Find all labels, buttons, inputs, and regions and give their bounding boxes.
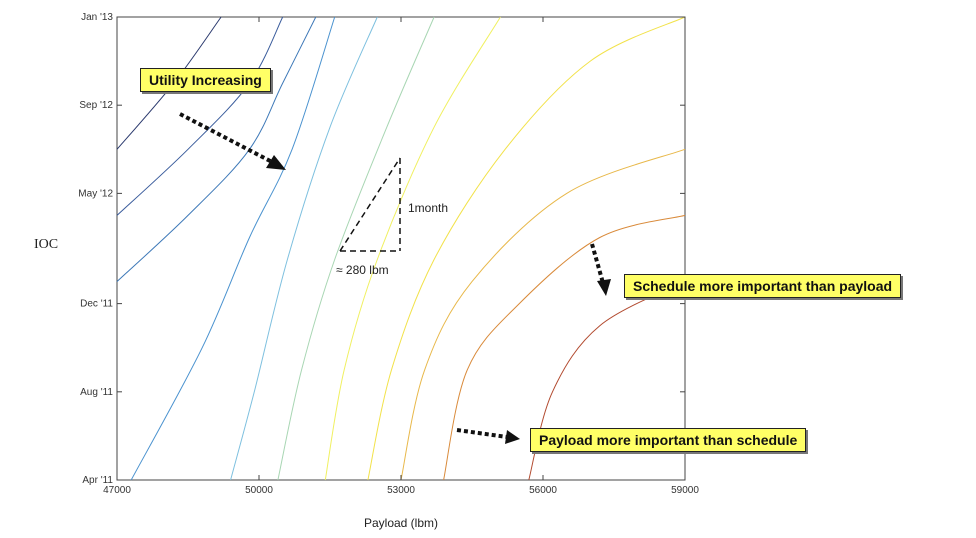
- schedule-arrow: [590, 243, 611, 296]
- payload-arrow: [456, 428, 520, 444]
- y-tick-label: May '12: [78, 188, 113, 199]
- x-axis: 47000 50000 53000 56000 59000: [103, 17, 699, 496]
- contour-line-7: [324, 16, 501, 481]
- x-tick-label: 59000: [671, 485, 699, 496]
- x-tick-label: 53000: [387, 485, 415, 496]
- y-tick-label: Dec '11: [80, 299, 113, 310]
- payload-callout: Payload more important than schedule: [530, 428, 807, 452]
- contour-lines: [116, 16, 686, 481]
- utility-arrow: [179, 112, 286, 170]
- one-month-label: 1month: [408, 201, 448, 215]
- schedule-callout: Schedule more important than payload: [624, 274, 902, 298]
- contour-line-10: [443, 214, 686, 481]
- contour-line-2: [116, 16, 284, 216]
- contour-line-8: [367, 16, 686, 481]
- contour-line-6: [277, 16, 435, 481]
- y-tick-label: Sep '12: [79, 100, 113, 111]
- x-tick-label: 56000: [529, 485, 557, 496]
- lbm-label: ≈ 280 lbm: [336, 263, 389, 277]
- x-axis-title: Payload (lbm): [364, 516, 438, 530]
- x-tick-label: 50000: [245, 485, 273, 496]
- y-tick-label: Apr '11: [82, 475, 113, 486]
- y-axis: Apr '11 Aug '11 Dec '11 May '12 Sep '12 Jan '…: [78, 12, 685, 486]
- contour-line-5: [230, 16, 378, 481]
- y-tick-label: Jan '13: [81, 12, 113, 23]
- y-tick-label: Aug '11: [80, 387, 113, 398]
- contour-line-9: [400, 148, 686, 481]
- y-axis-title: IOC: [34, 237, 58, 252]
- triangle-hypotenuse: [339, 157, 401, 252]
- utility-increasing-callout: Utility Increasing: [140, 68, 271, 92]
- contour-line-4: [130, 16, 336, 481]
- x-tick-label: 47000: [103, 485, 131, 496]
